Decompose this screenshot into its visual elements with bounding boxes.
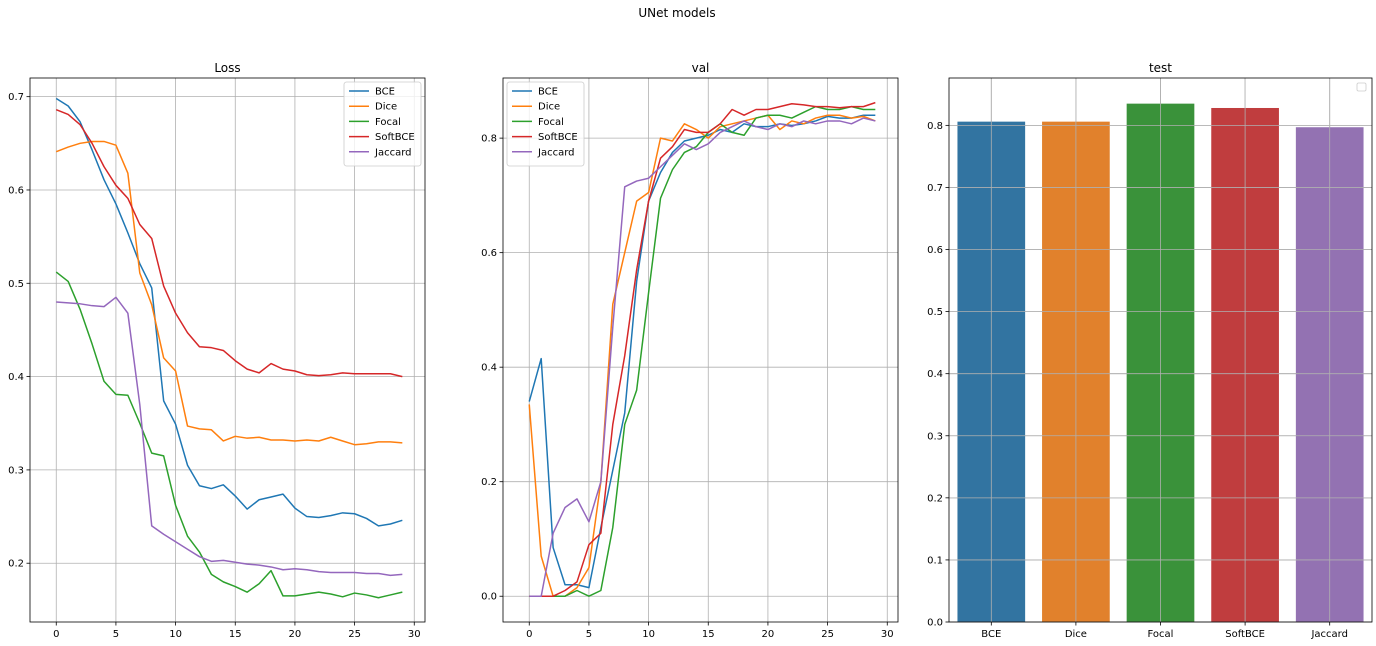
y-tick-label: 0.2	[927, 493, 943, 504]
x-tick-label: Focal	[1148, 629, 1174, 640]
y-tick-label: 0.6	[481, 248, 497, 259]
y-tick-label: 0.4	[927, 369, 943, 380]
series-line-jaccard	[529, 117, 876, 597]
y-tick-label: 0.1	[927, 555, 943, 566]
legend-label-dice: Dice	[538, 102, 560, 113]
x-tick-label: 25	[348, 629, 361, 640]
x-tick-label: 20	[762, 629, 775, 640]
chart-title: test	[1149, 61, 1172, 75]
legend-empty-box	[1356, 82, 1367, 92]
x-tick-label: 0	[526, 629, 532, 640]
x-tick-label: 5	[586, 629, 592, 640]
series-line-focal	[529, 105, 876, 597]
x-tick-label: 10	[169, 629, 182, 640]
legend-label-jaccard: Jaccard	[374, 147, 411, 158]
x-tick-label: 0	[53, 629, 59, 640]
x-tick-label: SoftBCE	[1225, 629, 1265, 640]
axes-frame	[29, 77, 426, 623]
y-tick-label: 0.5	[8, 279, 24, 290]
y-tick-label: 0.6	[8, 185, 24, 196]
y-tick-label: 0.2	[481, 477, 497, 488]
series-line-jaccard	[56, 296, 403, 577]
legend: BCE Dice Focal SoftBCE Jaccard	[506, 81, 585, 167]
series-line-softbce	[529, 101, 876, 597]
legend-frame	[343, 81, 422, 167]
y-tick-label: 0.3	[927, 431, 943, 442]
legend: BCE Dice Focal SoftBCE Jaccard	[343, 81, 422, 167]
y-tick-label: 0.4	[481, 363, 497, 374]
x-tick-label: 5	[113, 629, 119, 640]
y-tick-label: 0.7	[927, 183, 943, 194]
y-tick-label: 0.6	[927, 245, 943, 256]
x-tick-label: 25	[821, 629, 834, 640]
legend-label-bce: BCE	[538, 87, 558, 98]
legend-label-dice: Dice	[375, 102, 397, 113]
legend-label-softbce: SoftBCE	[375, 132, 415, 143]
x-tick-label: Jaccard	[1310, 629, 1347, 640]
x-tick-label: Dice	[1065, 629, 1087, 640]
legend-label-jaccard: Jaccard	[537, 147, 574, 158]
test-chart: 0.0 0.1 0.2 0.3 0.4 0.5 0.6 0.7 0.8 BCE Dice Focal S…	[927, 61, 1373, 640]
val-chart: 0.0 0.2 0.4 0.6 0.8 0 5 10 15 20 25 30 val BCE Dice Foc…	[481, 61, 899, 640]
y-tick-label: 0.2	[8, 559, 24, 570]
y-tick-label: 0.0	[927, 618, 943, 629]
x-tick-label: 20	[289, 629, 302, 640]
x-tick-label: BCE	[981, 629, 1001, 640]
legend-label-focal: Focal	[375, 117, 401, 128]
axes-frame	[502, 77, 899, 623]
figure-suptitle: UNet models	[638, 6, 715, 20]
x-tick-label: 15	[702, 629, 715, 640]
chart-title: val	[692, 61, 710, 75]
series-line-bce	[55, 97, 403, 527]
y-tick-label: 0.0	[481, 592, 497, 603]
series-line-dice	[528, 114, 876, 597]
series-line-dice	[55, 140, 403, 446]
loss-chart: 0.2 0.3 0.4 0.5 0.6 0.7 0 5 10 15 20 25 30 Loss BCE Dic…	[8, 61, 426, 640]
y-tick-label: 0.8	[481, 134, 497, 145]
series-line-softbce	[55, 109, 403, 378]
y-tick-label: 0.4	[8, 372, 24, 383]
legend-label-bce: BCE	[375, 87, 395, 98]
x-tick-label: 30	[408, 629, 421, 640]
series-line-bce	[528, 114, 876, 589]
y-tick-label: 0.8	[927, 121, 943, 132]
legend-label-focal: Focal	[538, 117, 564, 128]
chart-title: Loss	[214, 61, 240, 75]
series-line-focal	[55, 271, 403, 599]
y-tick-label: 0.7	[8, 92, 24, 103]
x-tick-label: 15	[229, 629, 242, 640]
legend-frame	[506, 81, 585, 167]
x-tick-label: 30	[881, 629, 894, 640]
y-tick-label: 0.3	[8, 465, 24, 476]
x-tick-label: 10	[642, 629, 655, 640]
legend-label-softbce: SoftBCE	[538, 132, 578, 143]
y-tick-label: 0.5	[927, 307, 943, 318]
